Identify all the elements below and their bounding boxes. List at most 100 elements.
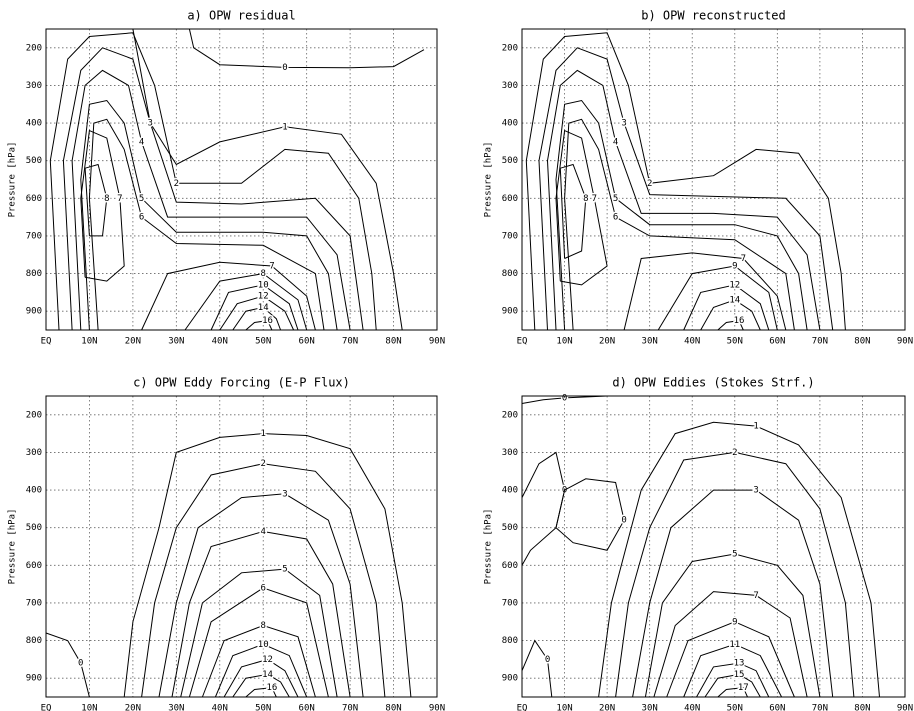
y-tick-label: 700 <box>502 598 518 608</box>
y-tick-label: 400 <box>26 119 42 129</box>
y-axis-label: Pressure [hPa] <box>8 509 18 585</box>
contour-line <box>132 28 403 331</box>
contour-line <box>700 299 761 331</box>
x-tick-label: 80N <box>854 337 870 347</box>
y-tick-label: 500 <box>26 523 42 533</box>
contour-label: 7 <box>741 254 746 264</box>
panel-title: a) OPW residual <box>187 9 295 23</box>
contour-label: 6 <box>139 213 144 223</box>
contour-line <box>158 493 364 698</box>
x-tick-label: 10N <box>556 704 572 711</box>
contour-label: 14 <box>262 670 273 680</box>
y-tick-label: 600 <box>26 194 42 204</box>
x-tick-label: 40N <box>212 337 228 347</box>
contour-label: 0 <box>545 655 550 665</box>
contour-line <box>201 624 316 698</box>
y-tick-label: 200 <box>26 410 42 420</box>
x-tick-label: 30N <box>168 337 184 347</box>
y-tick-label: 800 <box>26 269 42 279</box>
x-tick-label: 90N <box>897 337 913 347</box>
contour-line <box>521 395 608 404</box>
contour-label: 8 <box>583 194 588 204</box>
contour-label: 7 <box>753 591 758 601</box>
x-tick-label: 70N <box>812 337 828 347</box>
y-tick-label: 300 <box>502 81 518 91</box>
x-tick-label: 50N <box>255 704 271 711</box>
contour-line <box>180 568 338 698</box>
contour-label: 5 <box>282 565 287 575</box>
contour-line <box>232 306 282 331</box>
y-tick-label: 800 <box>502 636 518 646</box>
contour-line <box>188 28 425 69</box>
contour-line <box>717 687 748 698</box>
contour-line <box>559 163 587 259</box>
x-tick-label: 80N <box>854 704 870 711</box>
x-tick-label: 20N <box>125 337 141 347</box>
y-tick-label: 500 <box>502 156 518 166</box>
contour-line <box>696 662 770 698</box>
x-tick-label: 10N <box>556 337 572 347</box>
y-tick-label: 300 <box>26 81 42 91</box>
y-tick-label: 700 <box>502 231 518 241</box>
contour-label: 16 <box>262 316 273 326</box>
x-tick-label: 80N <box>385 337 401 347</box>
contour-label: 0 <box>621 516 626 526</box>
x-tick-label: 70N <box>342 704 358 711</box>
x-tick-label: 60N <box>769 704 785 711</box>
contour-label: 9 <box>732 262 737 272</box>
contour-line <box>598 421 880 698</box>
x-tick-label: 20N <box>599 337 615 347</box>
y-tick-label: 900 <box>502 307 518 317</box>
contour-line <box>219 295 295 331</box>
y-tick-label: 900 <box>26 674 42 684</box>
plot-frame <box>45 395 438 698</box>
x-tick-label: 20N <box>125 704 141 711</box>
contour-line <box>717 320 744 331</box>
contour-label: 4 <box>613 137 618 147</box>
plot-frame <box>45 28 438 331</box>
contour-label: 14 <box>258 303 269 313</box>
contour-line <box>245 320 273 331</box>
panel: d) OPW Eddies (Stokes Strf.) Pressure [hP… <box>484 376 914 711</box>
contour-line <box>644 553 821 698</box>
x-tick-label: 40N <box>684 337 700 347</box>
x-tick-label: EQ <box>41 337 52 347</box>
x-tick-label: 10N <box>81 704 97 711</box>
contour-label: 2 <box>647 179 652 189</box>
contour-line <box>49 32 377 331</box>
contour-line <box>223 658 299 698</box>
contour-label: 8 <box>261 269 266 279</box>
contour-line <box>62 47 364 331</box>
y-axis-label: Pressure [hPa] <box>484 509 494 585</box>
contour-label: 4 <box>261 527 266 537</box>
y-tick-label: 700 <box>26 598 42 608</box>
contour-label: 6 <box>613 213 618 223</box>
x-tick-label: 50N <box>727 704 743 711</box>
x-tick-label: EQ <box>517 337 528 347</box>
x-tick-label: 30N <box>642 704 658 711</box>
contour-label: 14 <box>729 295 740 305</box>
x-tick-label: 50N <box>255 337 271 347</box>
x-tick-label: 10N <box>81 337 97 347</box>
contour-label: 1 <box>753 422 758 432</box>
contour-label: 5 <box>139 194 144 204</box>
contour-label: 7 <box>117 194 122 204</box>
x-tick-label: 50N <box>727 337 743 347</box>
contour-line <box>564 118 795 331</box>
contour-label: 3 <box>282 489 287 499</box>
y-tick-label: 600 <box>502 194 518 204</box>
contour-line <box>555 129 608 286</box>
plot-frame <box>521 395 906 698</box>
contour-label: 7 <box>592 194 597 204</box>
contour-label: 12 <box>258 292 269 302</box>
x-tick-label: 20N <box>599 704 615 711</box>
contour-label: 11 <box>729 640 740 650</box>
contour-line <box>704 673 761 698</box>
contour-line <box>171 530 351 698</box>
contour-line <box>546 69 821 331</box>
y-tick-label: 500 <box>502 523 518 533</box>
y-tick-label: 400 <box>502 486 518 496</box>
x-tick-label: 90N <box>429 337 445 347</box>
